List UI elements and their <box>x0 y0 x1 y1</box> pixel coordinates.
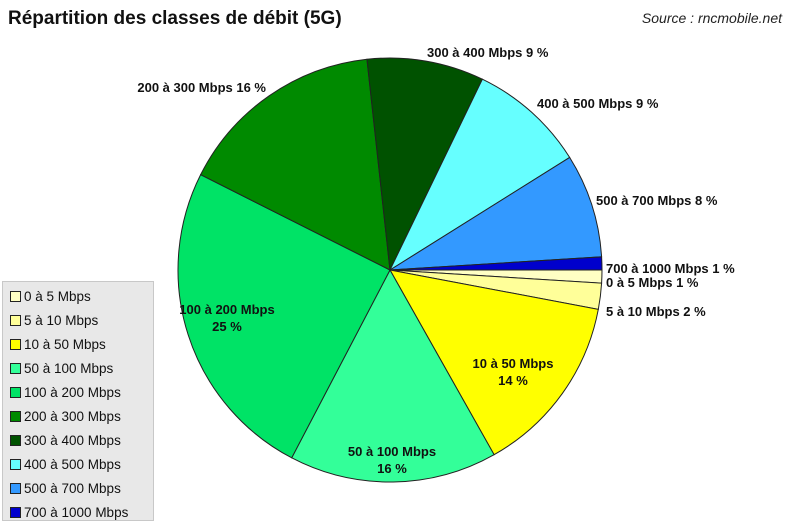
legend-swatch <box>10 290 21 302</box>
slice-label: 300 à 400 Mbps 9 % <box>427 45 549 60</box>
slice-label: 700 à 1000 Mbps 1 % <box>606 261 735 276</box>
legend-label: 10 à 50 Mbps <box>24 336 106 352</box>
pie-slice <box>177 173 391 459</box>
slice-label: 0 à 5 Mbps 1 % <box>606 275 699 290</box>
legend-swatch <box>10 506 21 518</box>
legend-item: 100 à 200 Mbps <box>3 380 153 404</box>
legend-item: 10 à 50 Mbps <box>3 332 153 356</box>
chart-title: Répartition des classes de débit (5G) <box>8 8 342 29</box>
legend-item: 700 à 1000 Mbps <box>3 500 153 524</box>
slice-label: 500 à 700 Mbps 8 % <box>596 193 718 208</box>
pie-slices <box>177 57 603 483</box>
slice-label: 200 à 300 Mbps 16 % <box>137 80 266 95</box>
pie-slice <box>389 256 603 271</box>
legend-swatch <box>10 362 21 374</box>
legend-swatch <box>10 386 21 398</box>
legend-label: 500 à 700 Mbps <box>24 480 121 496</box>
legend-item: 0 à 5 Mbps <box>3 284 153 308</box>
legend-label: 700 à 1000 Mbps <box>24 504 129 520</box>
legend-swatch <box>10 314 21 326</box>
legend-swatch <box>10 410 21 422</box>
legend-item: 400 à 500 Mbps <box>3 452 153 476</box>
pie-slice <box>199 58 391 271</box>
legend-label: 100 à 200 Mbps <box>24 384 121 400</box>
pie-slice <box>389 269 599 456</box>
legend-item: 200 à 300 Mbps <box>3 404 153 428</box>
pie-slice <box>291 268 495 483</box>
slice-label: 10 à 50 Mbps 14 % <box>473 356 554 388</box>
legend-swatch <box>10 482 21 494</box>
legend-swatch <box>10 434 21 446</box>
slice-label: 5 à 10 Mbps 2 % <box>606 304 706 319</box>
legend-item: 500 à 700 Mbps <box>3 476 153 500</box>
slice-label: 50 à 100 Mbps 16 % <box>348 444 436 476</box>
legend: 0 à 5 Mbps 5 à 10 Mbps 10 à 50 Mbps 50 à… <box>2 281 154 521</box>
legend-label: 0 à 5 Mbps <box>24 288 91 304</box>
legend-label: 50 à 100 Mbps <box>24 360 114 376</box>
legend-item: 50 à 100 Mbps <box>3 356 153 380</box>
legend-label: 400 à 500 Mbps <box>24 456 121 472</box>
legend-item: 300 à 400 Mbps <box>3 428 153 452</box>
legend-swatch <box>10 458 21 470</box>
pie-slice <box>388 78 571 272</box>
legend-item: 5 à 10 Mbps <box>3 308 153 332</box>
legend-label: 5 à 10 Mbps <box>24 312 99 328</box>
slice-label: 400 à 500 Mbps 9 % <box>537 96 659 111</box>
legend-swatch <box>10 338 21 350</box>
legend-label: 300 à 400 Mbps <box>24 432 121 448</box>
slice-label: 100 à 200 Mbps 25 % <box>179 302 274 334</box>
source-credit: Source : rncmobile.net <box>641 10 782 26</box>
pie-slice <box>366 57 484 272</box>
legend-label: 200 à 300 Mbps <box>24 408 121 424</box>
pie-slice <box>389 156 603 271</box>
